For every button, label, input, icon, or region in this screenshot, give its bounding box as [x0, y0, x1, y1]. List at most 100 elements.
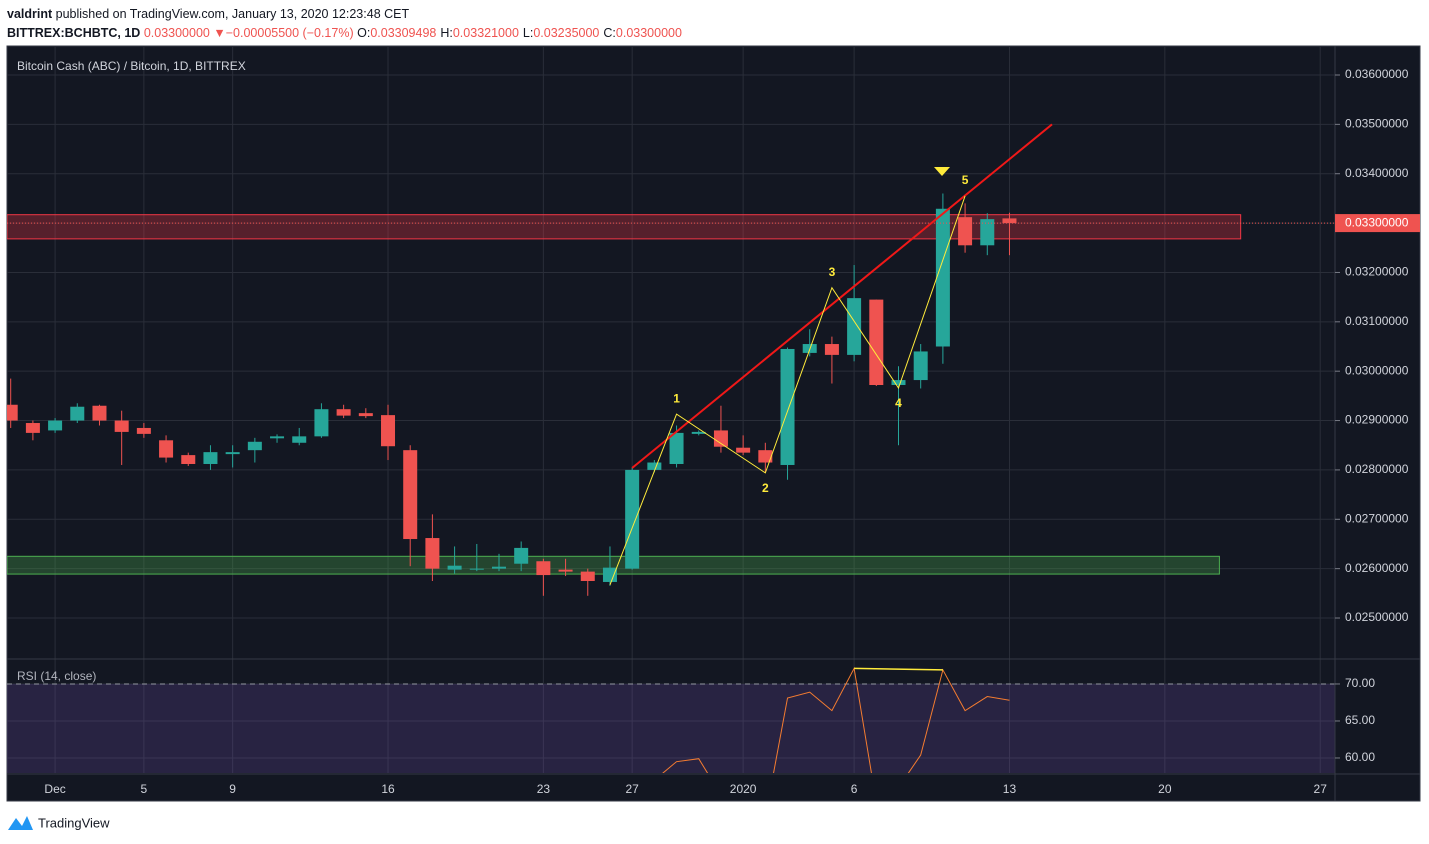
wave-label: 2	[762, 481, 769, 495]
axes: Dec 5 9 16 23 27 2020 6 13 20 270.025000000.026000…	[44, 67, 1420, 796]
ohlc-value: 0.03300000	[615, 26, 682, 40]
candle-body	[736, 447, 751, 453]
candle-body	[159, 440, 174, 458]
ohlc-label: H:	[440, 26, 453, 40]
candle-body	[847, 298, 862, 355]
candle-body	[469, 568, 484, 570]
candle-body	[958, 217, 973, 246]
y-tick-label: 0.02900000	[1345, 413, 1409, 427]
candle-body	[824, 344, 839, 355]
author: valdrint	[7, 7, 53, 21]
ohlc-label: O:	[357, 26, 371, 40]
rsi-line	[662, 666, 1010, 773]
y-tick-label: 0.03000000	[1345, 363, 1409, 377]
y-tick-label: 0.03400000	[1345, 166, 1409, 180]
x-tick-label: 13	[1003, 782, 1017, 796]
candle-body	[203, 452, 218, 464]
wave-line	[609, 195, 966, 586]
price-pane: 1 2 3 4 5	[7, 123, 1335, 596]
last-price-label: 0.03300000	[1345, 215, 1409, 229]
price: 0.03300000	[143, 26, 210, 40]
candle-body	[913, 351, 928, 381]
candle-body	[314, 409, 329, 437]
x-tick-label: 27	[625, 782, 639, 796]
rsi-y-tick-label: 70.00	[1345, 676, 1375, 690]
y-tick-label: 0.02800000	[1345, 462, 1409, 476]
change: −0.00005500 (−0.17%)	[225, 26, 354, 40]
candle-body	[691, 431, 706, 434]
candle-body	[935, 208, 950, 347]
x-tick-label: 23	[537, 782, 551, 796]
candle-body	[247, 441, 262, 451]
x-tick-label: Dec	[44, 782, 65, 796]
published: published on TradingView.com, January 13…	[55, 7, 410, 21]
ohlc-value: 0.03321000	[452, 26, 519, 40]
zone	[7, 214, 1242, 240]
candle-body	[114, 420, 129, 432]
y-tick-label: 0.03100000	[1345, 314, 1409, 328]
candle-body	[403, 450, 418, 540]
grid	[7, 47, 1335, 773]
candle-body	[558, 569, 573, 572]
brand: TradingView	[38, 815, 110, 830]
y-tick-label: 0.03200000	[1345, 265, 1409, 279]
candle-body	[181, 455, 196, 464]
candle-body	[447, 565, 462, 570]
candle-body	[70, 406, 85, 421]
candle-body	[136, 427, 151, 434]
candle-body	[780, 348, 795, 465]
pane-title: Bitcoin Cash (ABC) / Bitcoin, 1D, BITTRE…	[17, 59, 246, 73]
published-line: valdrint published on TradingView.com, J…	[7, 7, 409, 21]
signal-marker	[934, 167, 950, 176]
candle-body	[758, 450, 773, 463]
candle-body	[425, 538, 440, 569]
x-tick-label: 5	[141, 782, 148, 796]
candle-body	[292, 436, 307, 443]
rsi-divergence	[854, 667, 943, 671]
candle-body	[92, 405, 107, 421]
symbol: BITTREX:BCHBTC, 1D	[7, 26, 141, 40]
candle-body	[980, 219, 995, 246]
chart-panel	[6, 45, 1421, 802]
ohlc: O:0.03309498 H:0.03321000 L:0.03235000 C:0.…	[357, 26, 686, 40]
candle-body	[7, 404, 18, 421]
ohlc-label: C:	[603, 26, 616, 40]
candle-body	[580, 571, 595, 581]
x-tick-label: 9	[229, 782, 236, 796]
rsi-band	[7, 683, 1335, 773]
candle-body	[602, 567, 617, 582]
rsi-pane	[7, 666, 1335, 773]
candle-body	[514, 547, 529, 564]
ohlc-label: L:	[522, 26, 534, 40]
ohlc-value: 0.03235000	[533, 26, 600, 40]
x-tick-label: 6	[851, 782, 858, 796]
candle-body	[336, 409, 351, 416]
candle-body	[713, 430, 728, 447]
last-price-box	[1335, 214, 1420, 233]
y-tick-label: 0.02600000	[1345, 561, 1409, 575]
wave-label: 4	[895, 396, 902, 410]
candle-body	[891, 380, 906, 386]
y-tick-label: 0.02500000	[1345, 610, 1409, 624]
symbol-line: BITTREX:BCHBTC, 1D 0.03300000 ▼−0.000055…	[7, 26, 686, 40]
candle-body	[270, 436, 285, 439]
candle-body	[625, 469, 640, 569]
x-tick-label: 2020	[730, 782, 757, 796]
wave-label: 5	[962, 173, 969, 187]
brand-logo: TradingView	[8, 815, 110, 830]
x-tick-label: 27	[1314, 782, 1328, 796]
candle-body	[869, 299, 884, 386]
y-tick-label: 0.03600000	[1345, 67, 1409, 81]
y-tick-label: 0.02700000	[1345, 511, 1409, 525]
candle-body	[536, 561, 551, 576]
candle-body	[358, 413, 373, 417]
candle-body	[25, 423, 40, 433]
candle-body	[669, 432, 684, 464]
candle-body	[491, 566, 506, 569]
x-tick-label: 16	[381, 782, 395, 796]
wave-label: 1	[673, 391, 680, 405]
down-arrow: ▼	[213, 26, 226, 40]
rsi-y-tick-label: 65.00	[1345, 713, 1375, 727]
candle-body	[1002, 218, 1017, 224]
